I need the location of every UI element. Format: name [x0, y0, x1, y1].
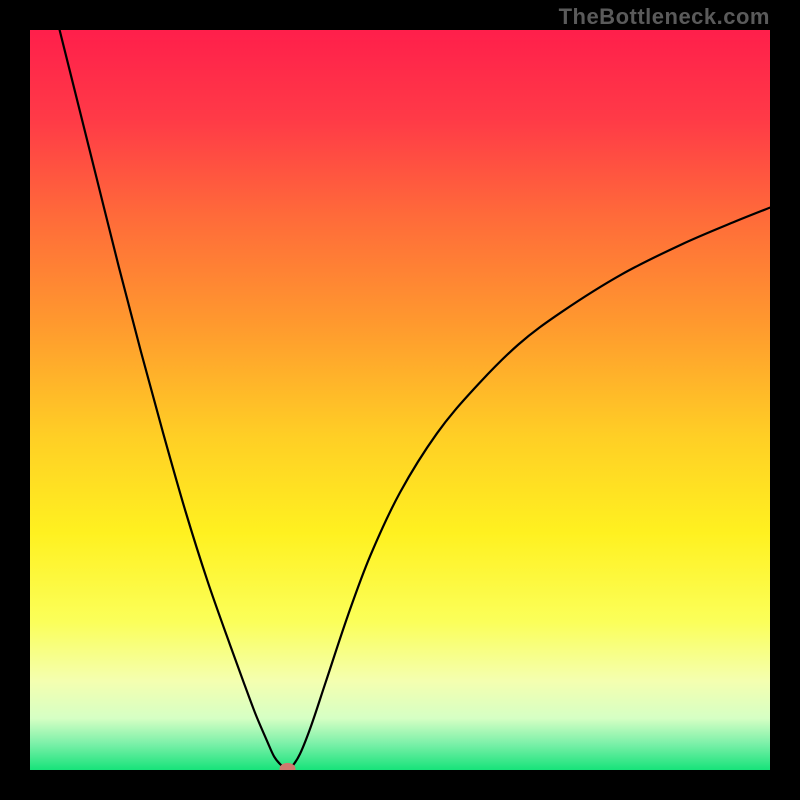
watermark-text: TheBottleneck.com [559, 4, 770, 30]
gradient-background [30, 30, 770, 770]
plot-area [30, 30, 770, 770]
plot-svg [30, 30, 770, 770]
chart-frame: TheBottleneck.com [0, 0, 800, 800]
